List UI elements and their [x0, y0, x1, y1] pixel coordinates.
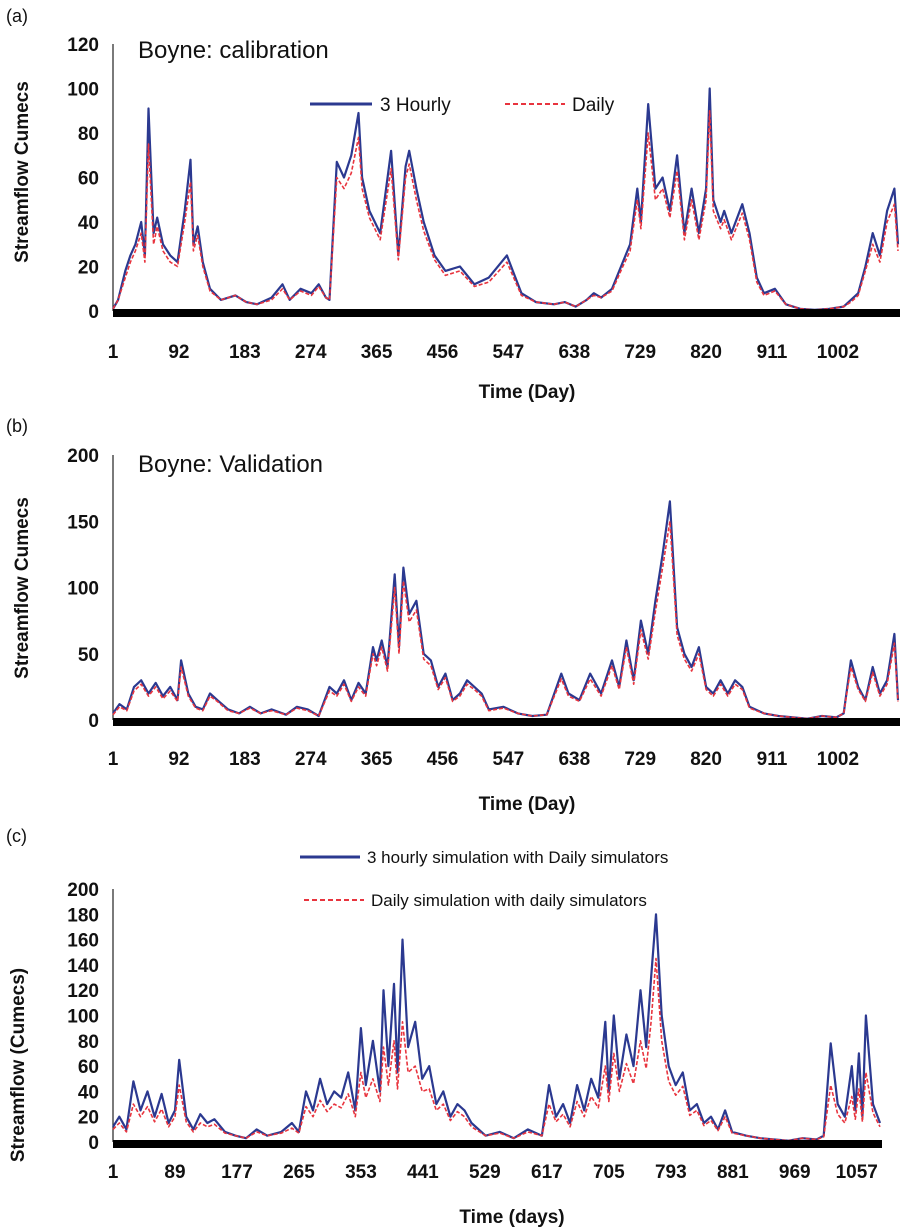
x-tick-label: 456: [427, 342, 459, 363]
x-tick-label: 729: [624, 342, 656, 363]
y-tick-label: 160: [67, 931, 99, 952]
panel-label: (b): [6, 416, 28, 436]
y-tick-label: 0: [88, 302, 99, 323]
series-line-red: [112, 110, 899, 311]
y-tick-label: 100: [67, 80, 99, 101]
x-tick-label: 638: [558, 342, 590, 363]
x-tick-label: 547: [493, 342, 525, 363]
x-tick-label: 274: [295, 342, 327, 363]
panel-label: (c): [6, 826, 27, 846]
x-tick-label: 881: [717, 1162, 749, 1183]
legend-label-daily: Daily simulation with daily simulators: [371, 891, 647, 910]
x-tick-label: 793: [655, 1162, 687, 1183]
y-tick-label: 80: [78, 124, 99, 145]
x-tick-label: 353: [345, 1162, 377, 1183]
legend-label-3-hourly: 3 Hourly: [380, 95, 451, 116]
x-tick-label: 820: [690, 749, 722, 770]
series-line-blue: [112, 500, 900, 720]
series-line-blue: [112, 87, 900, 311]
y-tick-label: 200: [67, 880, 99, 901]
series-line-blue: [112, 913, 882, 1142]
x-axis-label: Time (days): [459, 1207, 564, 1228]
y-tick-label: 0: [88, 711, 99, 732]
x-tick-label: 1057: [836, 1162, 878, 1183]
x-tick-label: 1: [108, 342, 119, 363]
x-tick-label: 547: [493, 749, 525, 770]
x-tick-label: 177: [221, 1162, 253, 1183]
chart-b: (b) Boyne: Validation Streamflow Cumecs …: [6, 416, 900, 815]
legend-label-daily: Daily: [572, 95, 615, 116]
y-tick-label: 120: [67, 981, 99, 1002]
x-tick-label: 92: [168, 749, 189, 770]
chart-legend: 3 Hourly Daily: [310, 95, 615, 116]
y-tick-label: 20: [78, 258, 99, 279]
x-tick-label: 1002: [817, 749, 859, 770]
x-tick-label: 365: [361, 749, 393, 770]
y-tick-label: 150: [67, 512, 99, 533]
y-tick-label: 120: [67, 35, 99, 56]
series-line-red: [112, 520, 899, 720]
y-tick-label: 60: [78, 169, 99, 190]
x-tick-label: 274: [295, 749, 327, 770]
series-line-red: [112, 957, 881, 1142]
y-tick-label: 100: [67, 579, 99, 600]
x-tick-label: 92: [168, 342, 189, 363]
x-tick-label: 183: [229, 749, 261, 770]
x-axis-label: Time (Day): [479, 794, 576, 815]
y-axis-label: Streamflow Cumecs: [12, 81, 33, 263]
x-tick-label: 183: [229, 342, 261, 363]
y-axis-label: Streamflow Cumecs: [12, 497, 33, 679]
chart-title: Boyne: calibration: [138, 37, 329, 64]
x-tick-label: 638: [558, 749, 590, 770]
x-tick-label: 617: [531, 1162, 563, 1183]
panel-label: (a): [6, 6, 28, 26]
x-tick-label: 1: [108, 1162, 119, 1183]
y-tick-label: 180: [67, 905, 99, 926]
y-tick-label: 200: [67, 446, 99, 467]
x-tick-label: 1: [108, 749, 119, 770]
y-tick-label: 50: [78, 645, 99, 666]
x-tick-label: 456: [427, 749, 459, 770]
y-tick-label: 100: [67, 1007, 99, 1028]
x-tick-label: 365: [361, 342, 393, 363]
chart-c: (c) 3 hourly simulation with Daily simul…: [6, 826, 882, 1228]
x-tick-label: 265: [283, 1162, 315, 1183]
panel-a: (a) Boyne: calibration 3 Hourly Daily St…: [0, 0, 900, 410]
y-tick-label: 0: [88, 1133, 99, 1154]
chart-a: (a) Boyne: calibration 3 Hourly Daily St…: [6, 6, 900, 403]
y-tick-label: 80: [78, 1032, 99, 1053]
y-tick-label: 40: [78, 213, 99, 234]
x-tick-label: 89: [164, 1162, 185, 1183]
x-tick-label: 1002: [817, 342, 859, 363]
y-tick-label: 60: [78, 1057, 99, 1078]
chart-title: Boyne: Validation: [138, 451, 323, 478]
y-tick-label: 20: [78, 1108, 99, 1129]
y-axis-label: Streamflow (Cumecs): [8, 968, 29, 1162]
x-tick-label: 729: [624, 749, 656, 770]
y-tick-label: 140: [67, 956, 99, 977]
panel-b: (b) Boyne: Validation Streamflow Cumecs …: [0, 410, 900, 820]
x-tick-label: 529: [469, 1162, 501, 1183]
chart-legend: 3 hourly simulation with Daily simulator…: [300, 848, 668, 910]
x-tick-label: 820: [690, 342, 722, 363]
x-axis-label: Time (Day): [479, 382, 576, 403]
x-tick-label: 911: [757, 342, 788, 363]
panel-c: (c) 3 hourly simulation with Daily simul…: [0, 820, 900, 1232]
legend-label-3-hourly: 3 hourly simulation with Daily simulator…: [367, 848, 668, 867]
x-tick-label: 705: [593, 1162, 625, 1183]
x-tick-label: 911: [757, 749, 788, 770]
x-tick-label: 969: [779, 1162, 811, 1183]
y-tick-label: 40: [78, 1082, 99, 1103]
x-tick-label: 441: [407, 1162, 439, 1183]
